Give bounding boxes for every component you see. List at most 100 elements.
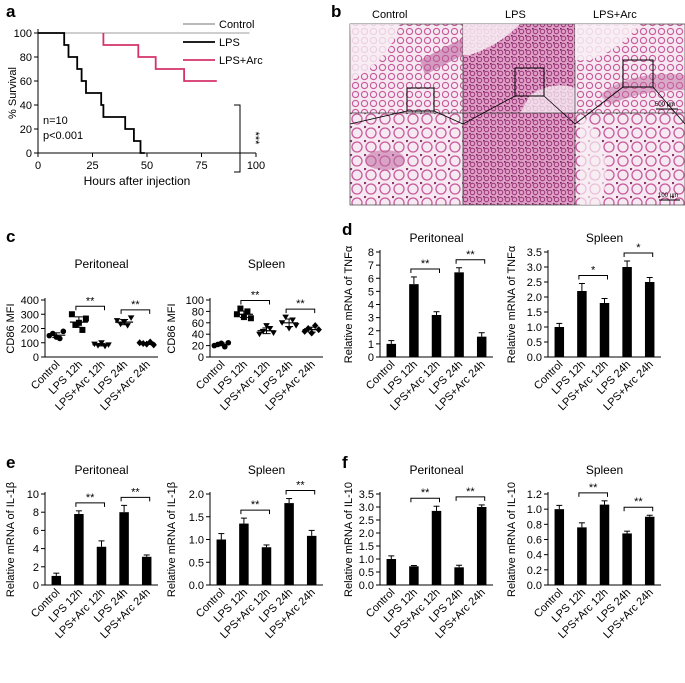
y-tick-label: 0	[33, 580, 39, 592]
data-point	[60, 328, 67, 335]
significance-label: **	[634, 496, 643, 508]
bar	[577, 527, 587, 585]
data-point	[79, 326, 86, 333]
data-point	[256, 331, 263, 338]
y-tick-label: 2	[33, 562, 39, 574]
y-tick-label: 1.5	[359, 541, 374, 553]
significance-label: *	[591, 265, 596, 277]
y-tick-label: 0	[198, 352, 204, 364]
bar	[476, 336, 487, 357]
y-tick-label: 3.5	[527, 247, 542, 259]
data-point	[282, 314, 289, 321]
significance-bracket	[623, 252, 654, 257]
y-axis-title: Relative mRNA of IL-1β	[166, 482, 178, 597]
significance-label: **	[589, 482, 598, 494]
data-point	[57, 335, 63, 342]
data-point	[237, 305, 244, 312]
significance-bracket	[285, 490, 316, 495]
legend-label: LPS	[219, 37, 240, 49]
chart-title: Spleen	[248, 463, 285, 477]
y-tick-label: 2	[368, 326, 374, 338]
significance-bracket	[120, 496, 151, 502]
x-tick-label: 50	[141, 160, 153, 172]
scale-bar-bottom-label: 100 μm	[658, 193, 678, 199]
chart-title: Spleen	[586, 463, 623, 477]
panel-label-c: c	[6, 227, 15, 246]
chart-e-spleen: Spleen 0.0 0.5 1.0 1.5 2.0 Relative mRNA of IL…	[166, 463, 323, 641]
y-tick-label: 80	[192, 306, 204, 318]
bar	[216, 539, 227, 585]
y-tick-label: 0	[368, 352, 374, 364]
legend-label: LPS+Arc	[219, 55, 263, 67]
y-tick-label: 0.5	[527, 337, 542, 349]
y-tick-label: 1.0	[527, 504, 542, 516]
y-tick-label: 100	[21, 338, 39, 350]
y-tick-label: 10	[27, 489, 39, 501]
significance-label: **	[131, 299, 140, 311]
bar	[622, 533, 632, 585]
significance-label: **	[86, 295, 95, 307]
chart-f-spleen: Spleen 0.0 0.2 0.4 0.6 0.8 1.0 1.2 Relative mRNA…	[506, 463, 661, 641]
y-tick-label: 300	[21, 309, 39, 321]
bar	[431, 510, 442, 585]
bar	[554, 509, 565, 585]
data-point	[289, 317, 296, 323]
panel-label-b: b	[331, 2, 341, 21]
y-tick-label: 5	[368, 286, 374, 298]
survival-chart: 0 25 50 75 100 0 20 40 60 80 100 Hours after inject…	[7, 19, 265, 188]
y-tick-label: 1.5	[527, 307, 542, 319]
y-tick-label: 1	[368, 339, 374, 351]
bar	[476, 507, 487, 585]
chart-title: Peritoneal	[74, 257, 128, 271]
series-line-lps	[38, 32, 145, 154]
significance-label: **	[251, 290, 260, 302]
bar	[454, 272, 464, 357]
data-point	[127, 315, 135, 321]
bar	[74, 514, 84, 585]
bar	[554, 327, 565, 357]
y-axis-title: Relative mRNA of TNFα	[506, 245, 518, 363]
significance-bracket	[410, 268, 440, 273]
bar	[644, 282, 655, 357]
y-tick-label: 0.0	[527, 352, 542, 364]
y-tick-label: 1.0	[189, 535, 204, 547]
y-tick-label: 3	[368, 313, 374, 325]
significance-bracket	[285, 308, 316, 314]
panel-label-f: f	[342, 453, 348, 472]
data-point	[247, 315, 254, 322]
bar	[386, 559, 397, 585]
y-tick-label: 80	[20, 52, 32, 64]
significance-bracket	[623, 506, 654, 512]
chart-title: Spleen	[248, 257, 285, 271]
data-point	[270, 330, 277, 337]
significance-label: **	[86, 492, 95, 504]
y-tick-label: 2.0	[189, 489, 204, 501]
bar	[409, 566, 419, 585]
significance-label: **	[296, 480, 305, 492]
annotation-p: p<0.001	[43, 130, 83, 142]
y-tick-label: 20	[20, 124, 32, 136]
y-tick-label: 3.0	[527, 262, 542, 274]
y-tick-label: 6	[33, 525, 39, 537]
chart-title: Peritoneal	[409, 463, 463, 477]
y-axis-title: Relative mRNA of IL-10	[343, 482, 355, 597]
significance-label: *	[636, 242, 641, 254]
inset-box-control	[406, 87, 435, 112]
series-line-lps-arc	[102, 33, 217, 82]
significance-label: **	[296, 298, 305, 310]
chart-title: Spleen	[586, 231, 623, 245]
significance-bracket	[234, 104, 241, 173]
bar	[431, 315, 442, 357]
y-tick-label: 0.6	[527, 535, 542, 547]
significance-bracket	[75, 305, 105, 311]
micro-title-control: Control	[372, 9, 407, 21]
significance-bracket	[578, 275, 608, 280]
scale-bar-top-label: 500 μm	[655, 102, 675, 108]
micrograph-lps-high	[462, 112, 576, 206]
y-tick-label: 3.5	[359, 489, 374, 501]
bar	[141, 556, 152, 585]
y-axis-title: % Survival	[7, 67, 19, 119]
